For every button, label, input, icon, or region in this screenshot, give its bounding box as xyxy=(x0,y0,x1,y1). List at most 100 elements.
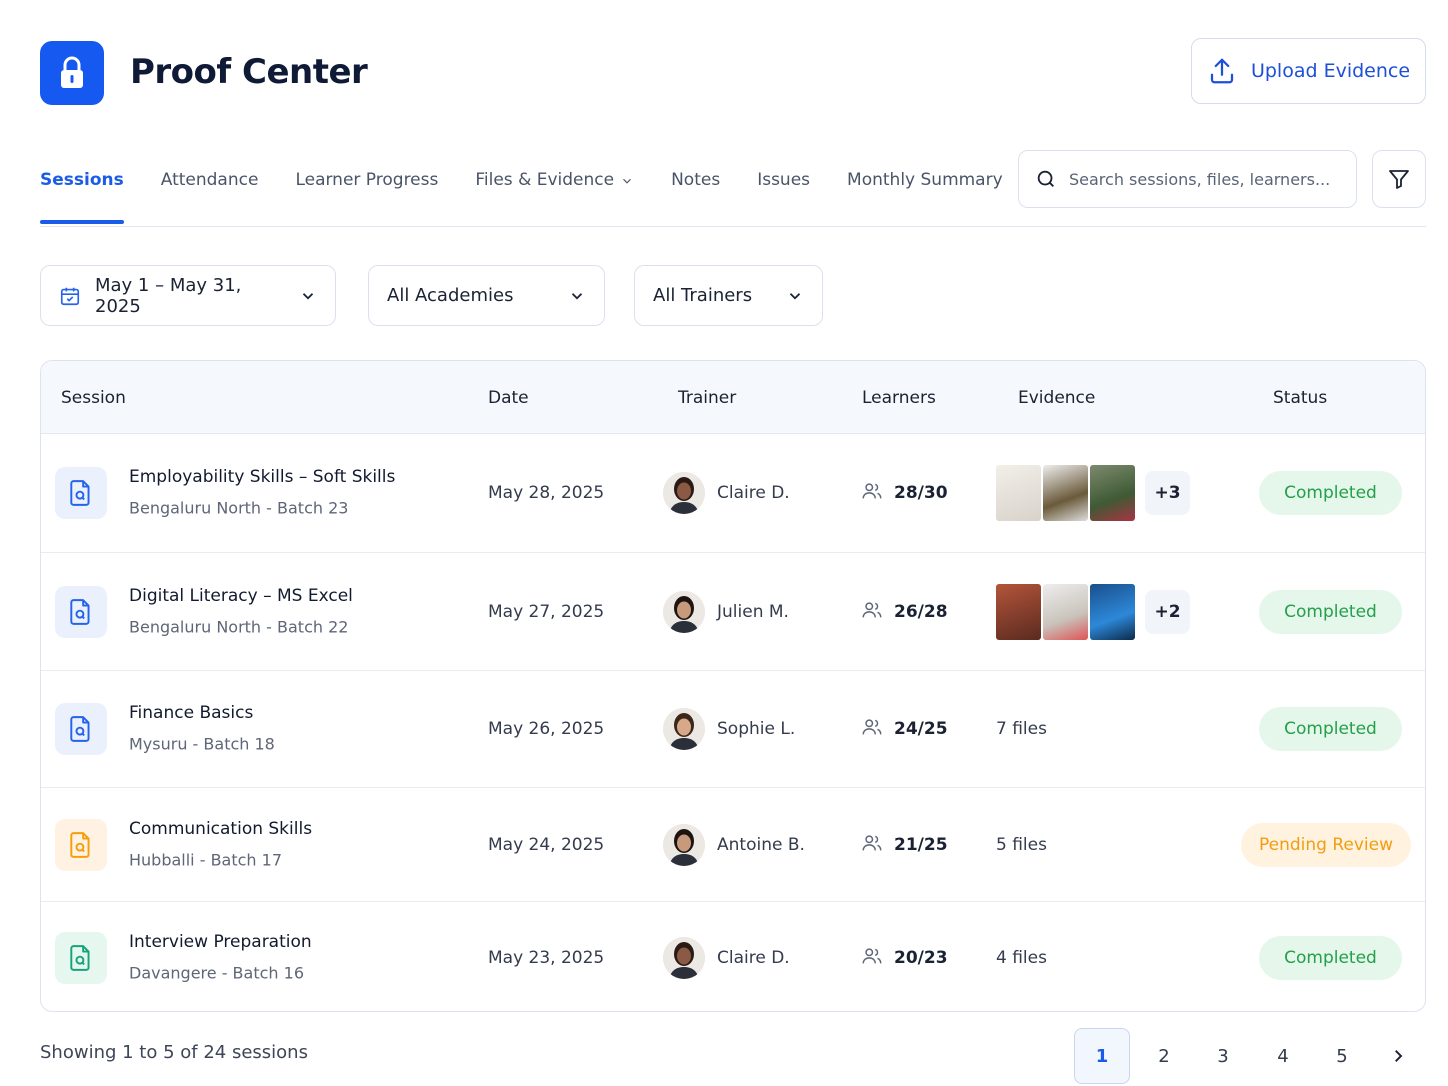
column-header: Evidence xyxy=(1018,388,1096,408)
column-header: Trainer xyxy=(678,388,737,408)
status-badge: Completed xyxy=(1259,707,1402,751)
tab-label: Notes xyxy=(671,170,721,190)
status-badge: Completed xyxy=(1259,471,1402,515)
tab[interactable]: Notes xyxy=(671,170,720,226)
tab[interactable]: Monthly Summary xyxy=(847,170,1003,226)
tab[interactable]: Attendance xyxy=(161,170,259,226)
trainer-name: Claire D. xyxy=(717,947,790,968)
file-icon xyxy=(55,703,107,755)
tab-bar: Sessions Attendance Learner Progress Files … xyxy=(40,170,1003,226)
more-evidence[interactable]: +2 xyxy=(1145,589,1190,634)
table-row[interactable]: Interview Preparation Davangere - Batch 1… xyxy=(41,902,1425,1011)
evidence-thumbnail[interactable] xyxy=(1090,583,1135,640)
tab-label: Files & Evidence xyxy=(475,170,615,190)
evidence-thumbnail[interactable] xyxy=(996,583,1041,640)
file-icon xyxy=(55,467,107,519)
upload-button[interactable]: Upload Evidence xyxy=(1191,38,1426,104)
table-row[interactable]: Finance Basics Mysuru - Batch 18 May 26, 2… xyxy=(41,671,1425,788)
page-button[interactable]: 1 xyxy=(1074,1028,1130,1084)
next-page[interactable] xyxy=(1370,1028,1426,1084)
tab[interactable]: Files & Evidence xyxy=(475,170,634,226)
page-button[interactable]: 5 xyxy=(1336,1045,1348,1067)
date-filter[interactable]: May 1 – May 31, 2025 xyxy=(40,265,336,326)
divider xyxy=(40,226,1426,227)
file-icon xyxy=(55,931,107,984)
search-box[interactable]: Search sessions, files, learners... xyxy=(1018,150,1357,208)
tab-label: Learner Progress xyxy=(295,170,439,190)
page-button[interactable]: 3 xyxy=(1217,1045,1229,1067)
learners-icon xyxy=(861,716,883,742)
session-location: Hubballi - Batch 17 xyxy=(129,850,283,869)
column-header: Learners xyxy=(862,388,936,408)
trainer-avatar xyxy=(663,936,705,979)
app-logo xyxy=(40,41,104,105)
learners-icon xyxy=(861,945,883,971)
trainer-avatar xyxy=(663,823,705,866)
status-badge: Completed xyxy=(1259,589,1402,634)
file-icon xyxy=(55,818,107,871)
trainer-name: Claire D. xyxy=(717,483,790,503)
evidence-thumbnail[interactable] xyxy=(1090,465,1135,521)
evidence: +3 xyxy=(996,465,1190,521)
upload-label: Upload Evidence xyxy=(1250,60,1411,82)
search-placeholder: Search sessions, files, learners... xyxy=(1069,169,1331,189)
page-button[interactable]: 4 xyxy=(1277,1045,1289,1067)
evidence-thumbnail[interactable] xyxy=(1043,465,1088,521)
academy-filter[interactable]: All Academies xyxy=(368,265,605,326)
session-location: Bengaluru North - Batch 22 xyxy=(129,617,349,636)
learners-icon xyxy=(861,480,883,506)
tab-label: Issues xyxy=(757,170,811,190)
trainer-avatar xyxy=(663,590,705,633)
evidence-count: 4 files xyxy=(996,947,1047,968)
trainer-avatar xyxy=(663,708,705,750)
session-date: May 27, 2025 xyxy=(488,601,605,622)
tab[interactable]: Issues xyxy=(757,170,810,226)
trainer-name: Antoine B. xyxy=(717,834,805,855)
session-name: Interview Preparation xyxy=(129,931,312,952)
status-badge: Completed xyxy=(1259,935,1402,980)
tab[interactable]: Sessions xyxy=(40,170,124,226)
learners-count: 20/23 xyxy=(894,947,948,968)
trainer-filter[interactable]: All Trainers xyxy=(634,265,823,326)
evidence: 4 files xyxy=(996,948,1047,968)
evidence: +2 xyxy=(996,583,1190,640)
tab[interactable]: Learner Progress xyxy=(295,170,438,226)
more-evidence[interactable]: +3 xyxy=(1145,471,1190,515)
filter-label: All Academies xyxy=(387,285,514,306)
column-header: Status xyxy=(1273,388,1328,408)
evidence: 7 files xyxy=(996,719,1047,739)
chevron xyxy=(623,178,632,184)
table-row[interactable]: Digital Literacy – MS Excel Bengaluru Nor… xyxy=(41,553,1425,671)
tab-label: Sessions xyxy=(40,170,124,190)
column-header: Session xyxy=(61,388,126,408)
table-row[interactable]: Communication Skills Hubballi - Batch 17 M… xyxy=(41,788,1425,902)
learners-icon xyxy=(861,599,883,625)
session-date: May 24, 2025 xyxy=(488,834,605,855)
session-date: May 23, 2025 xyxy=(488,947,605,968)
table-header: Session Date Trainer Learners Evidence Status xyxy=(41,361,1425,434)
learners-count: 28/30 xyxy=(894,483,948,503)
evidence-count: 5 files xyxy=(996,834,1047,855)
trainer-name: Sophie L. xyxy=(717,719,796,739)
evidence-thumbnail[interactable] xyxy=(996,465,1041,521)
session-date: May 26, 2025 xyxy=(488,719,605,739)
evidence-thumbnail[interactable] xyxy=(1043,583,1088,640)
sessions-table: Session Date Trainer Learners Evidence Status… xyxy=(40,360,1426,1012)
tab-label: Attendance xyxy=(160,170,259,190)
evidence-count: 7 files xyxy=(996,719,1047,739)
session-name: Communication Skills xyxy=(129,818,313,839)
table-row[interactable]: Employability Skills – Soft Skills Bengal… xyxy=(41,434,1425,553)
session-location: Bengaluru North - Batch 23 xyxy=(129,498,349,518)
page-button[interactable]: 2 xyxy=(1158,1045,1170,1067)
trainer-name: Julien M. xyxy=(717,601,789,622)
page-title: Proof Center xyxy=(130,52,368,92)
file-icon xyxy=(55,585,107,638)
column-header: Date xyxy=(488,388,529,408)
session-name: Finance Basics xyxy=(129,703,254,723)
filter-button[interactable] xyxy=(1372,150,1426,208)
trainer-avatar xyxy=(663,472,705,514)
evidence: 5 files xyxy=(996,835,1047,855)
session-name: Employability Skills – Soft Skills xyxy=(129,467,396,487)
session-location: Davangere - Batch 16 xyxy=(129,963,304,982)
